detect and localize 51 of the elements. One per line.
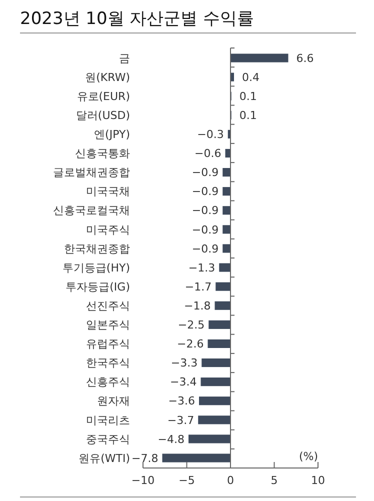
x-tick-label: −10 — [131, 474, 155, 487]
y-tick-label: 글로벌채권종합 — [53, 166, 130, 180]
data-label: −7.8 — [132, 452, 158, 465]
data-label: −3.6 — [168, 394, 195, 408]
data-label: −2.6 — [177, 338, 204, 351]
data-label: −0.9 — [192, 166, 219, 180]
x-tick-label: −5 — [178, 474, 195, 487]
data-label: −0.9 — [192, 242, 219, 256]
y-tick-label: 한국주식 — [86, 356, 130, 370]
data-label: −3.7 — [167, 414, 194, 427]
data-label: 0.1 — [239, 108, 257, 122]
y-tick-label: 원자재 — [97, 394, 130, 408]
y-tick-label: 신흥국통화 — [75, 147, 130, 160]
y-tick-label: 미국리츠 — [86, 414, 130, 427]
data-label: −2.5 — [178, 318, 205, 332]
y-tick-label: 일본주식 — [86, 318, 130, 332]
y-tick-label: 중국주식 — [86, 432, 130, 446]
y-tick-label: 미국국채 — [86, 185, 130, 198]
data-label: −1.7 — [184, 280, 212, 294]
x-tick-label: 0 — [227, 474, 234, 487]
y-tick-label: 신흥국로컬국채 — [53, 204, 130, 218]
data-label: −1.3 — [188, 261, 216, 274]
x-tick-label: 10 — [311, 474, 325, 487]
data-label: −0.9 — [192, 223, 219, 236]
y-tick-label: 엔(JPY) — [94, 128, 130, 142]
y-tick-label: 미국주식 — [86, 223, 130, 236]
y-tick-label: 원유(WTI) — [78, 452, 130, 465]
y-tick-label: 신흥주식 — [86, 376, 130, 389]
data-label: 0.4 — [242, 70, 260, 84]
y-tick-label: 원(KRW) — [85, 70, 130, 84]
y-tick-label: 금 — [119, 52, 130, 65]
data-label: −0.6 — [194, 147, 222, 160]
y-tick-label: 유럽주식 — [86, 338, 130, 351]
y-tick-label: 투기등급(HY) — [62, 261, 130, 274]
chart-title: 2023년 10월 자산군별 수익률 — [20, 9, 254, 29]
data-label: 6.6 — [296, 52, 314, 65]
data-label: −3.3 — [170, 356, 198, 370]
data-label: −4.8 — [158, 432, 184, 446]
y-tick-label: 달러(USD) — [76, 108, 130, 122]
data-label: −0.9 — [192, 185, 219, 198]
data-label: −3.4 — [170, 376, 197, 389]
data-label: −1.8 — [184, 299, 211, 312]
y-tick-label: 한국채권종합 — [64, 242, 130, 256]
data-label: −0.3 — [197, 128, 224, 142]
y-tick-label: 선진주식 — [86, 299, 130, 312]
y-tick-label: 투자등급(IG) — [66, 280, 130, 294]
data-label: 0.1 — [239, 90, 257, 103]
data-label: −0.9 — [192, 204, 219, 218]
y-tick-label: 유로(EUR) — [76, 90, 130, 103]
x-axis-title: (%) — [298, 450, 318, 463]
x-tick-label: 5 — [270, 474, 278, 487]
